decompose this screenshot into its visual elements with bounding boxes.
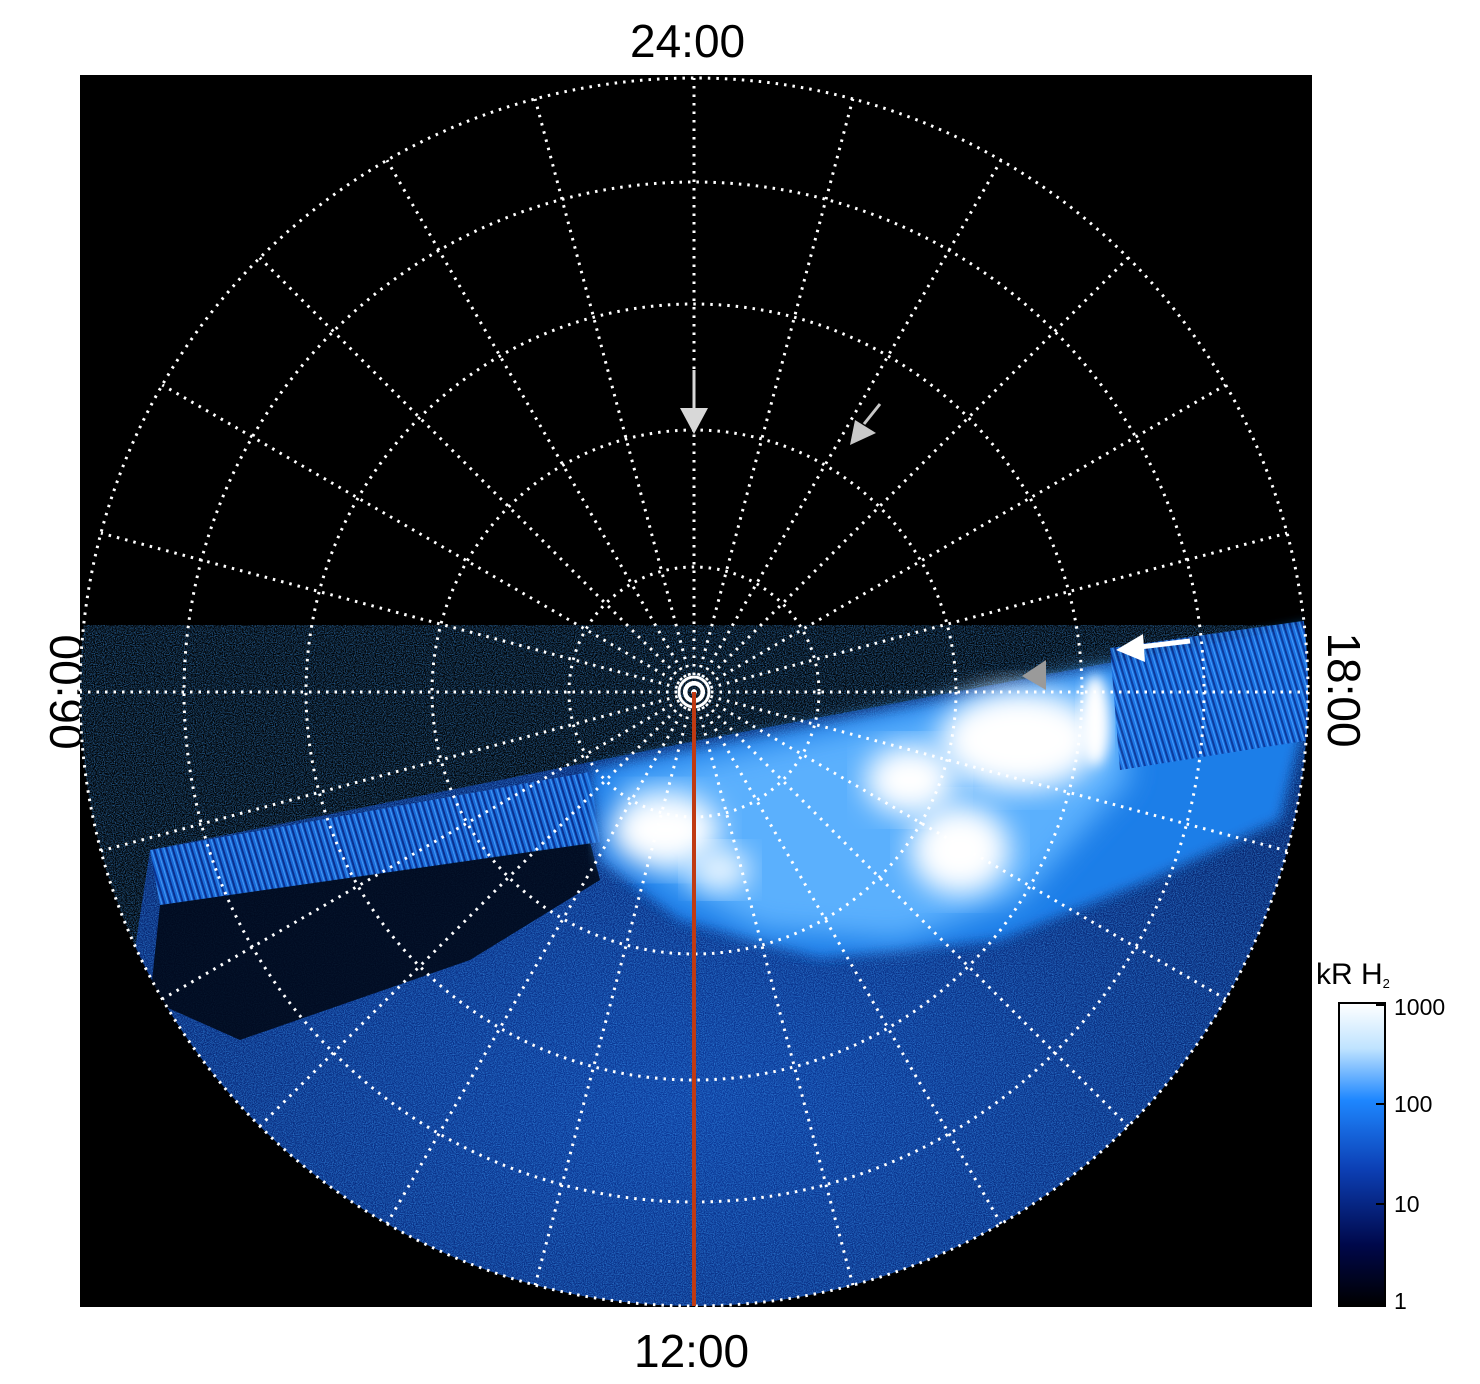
meridian-line [533,691,696,1286]
bright-spot-afternoon [865,745,955,815]
arrow-down-left-icon [850,403,882,445]
meridian-line [161,383,695,694]
label-noon: 12:00 [634,1325,750,1377]
meridian-line [533,98,696,693]
bright-spot-noon [690,848,750,892]
meridian-line [692,159,1003,693]
meridian-line [100,690,695,853]
meridian-line [692,98,855,693]
meridian-line [693,690,1288,853]
bright-spot-dusk-lower [910,805,1010,895]
meridian-line [161,690,695,1001]
meridian-line [693,531,1288,694]
meridian-line [693,383,1227,694]
meridian-line [692,691,855,1286]
bright-spot-dusk [940,690,1100,790]
arrow-down-icon [680,370,708,434]
triangle-left-icon [1022,660,1046,690]
colorbar-tick-10: 10 [1394,1191,1420,1217]
arrow-left-icon [1116,634,1191,662]
auroral-emission [80,620,1308,1306]
meridian-line [693,690,1227,1001]
meridian-line [692,690,1130,1128]
colorbar-tick-1000: 1000 [1394,994,1446,1020]
colorbar-tick-100: 100 [1394,1091,1433,1117]
colorbar-title: kR H2 [1316,958,1390,991]
colorbar-tick-1: 1 [1394,1288,1407,1314]
meridian-line [385,691,696,1225]
colorbar-ticks [1376,1004,1385,1305]
label-midnight: 24:00 [630,15,746,67]
meridian-line [385,159,696,693]
meridian-line [258,256,696,694]
latitude-circle [304,302,1084,1082]
meridian-line [692,691,1003,1225]
meridian-line [258,690,696,1128]
meridian-line [100,531,695,694]
bright-spot-dusk-edge [1081,675,1109,765]
meridian-line [692,256,1130,694]
colorbar [1338,1002,1386,1307]
